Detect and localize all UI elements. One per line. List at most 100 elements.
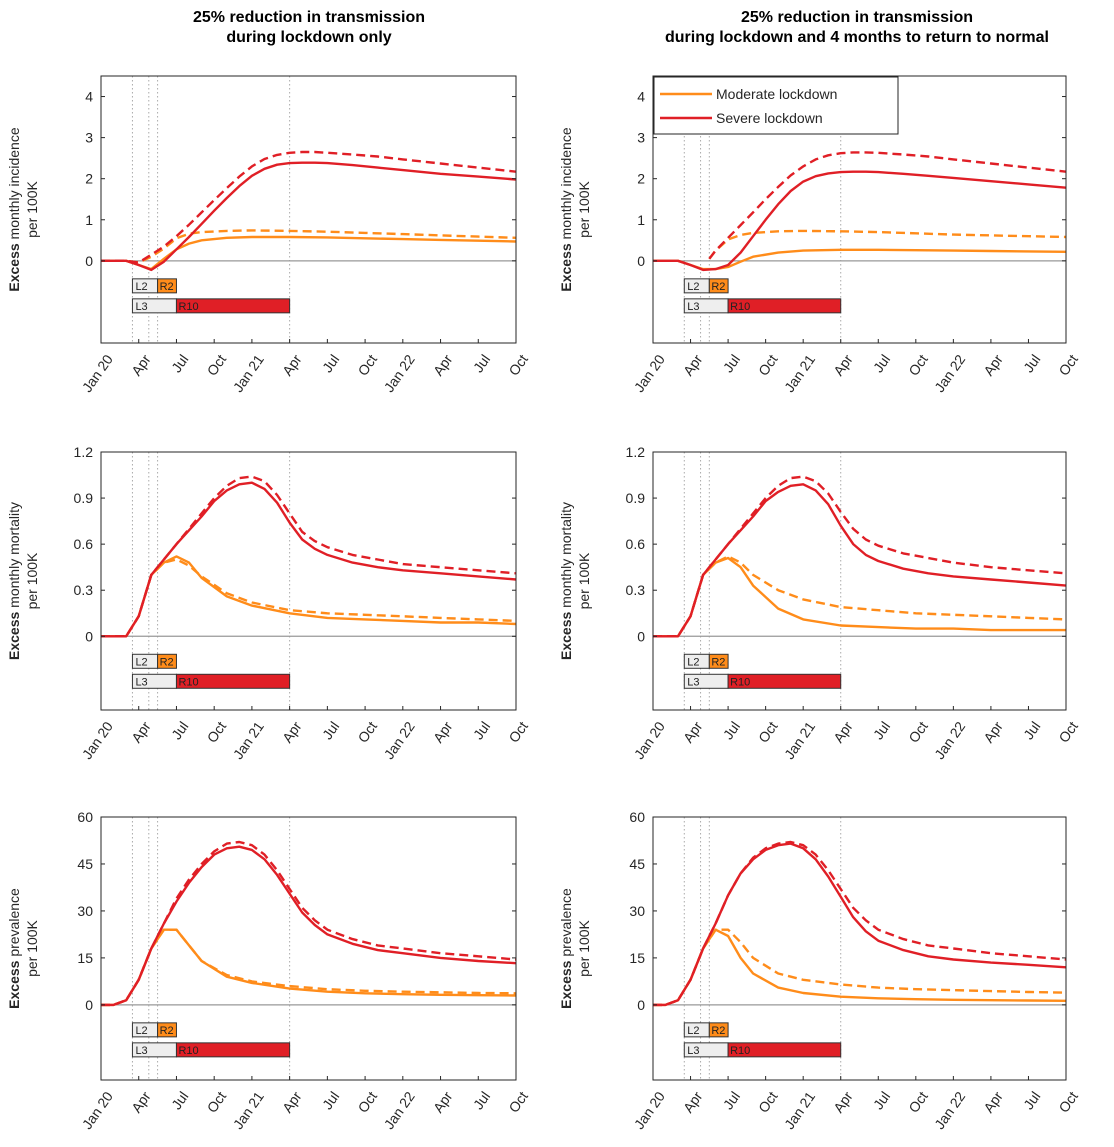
moderate-return-segment [708, 278, 729, 294]
x-tick-label: Apr [430, 718, 456, 745]
plot-area [101, 817, 516, 1080]
y-axis-label-rest: monthly mortality [6, 502, 22, 612]
moderate-lockdown-label: L2 [135, 281, 147, 293]
moderate-timeline-bar: L2 R2 [683, 278, 729, 294]
x-tick-label: Jan 22 [931, 1088, 968, 1132]
x-tick-label: Apr [980, 718, 1006, 745]
severe-solid-line [653, 842, 1066, 1007]
x-tick-label: Jul [1020, 1089, 1043, 1113]
severe-lockdown-label: L3 [135, 676, 147, 688]
x-tick-label: Jul [319, 1089, 342, 1113]
y-tick-label: 0.6 [74, 536, 94, 552]
moderate-dashed-line [708, 229, 1066, 260]
y-tick-label: 60 [77, 809, 93, 825]
axes-frame [100, 451, 517, 711]
x-tick-label: Oct [755, 1088, 781, 1115]
y-tick-label: 0 [85, 997, 93, 1013]
moderate-timeline-bar: L2 R2 [683, 653, 729, 669]
x-tick-label: Jul [319, 719, 342, 743]
legend-box [653, 76, 899, 135]
y-tick-label: 0 [85, 253, 93, 269]
severe-dashed-line [101, 840, 516, 1007]
severe-lockdown-label: L3 [687, 301, 699, 313]
x-tick-label: Apr [830, 351, 856, 378]
x-tick-label: Jul [1020, 352, 1043, 376]
moderate-lockdown-label: L2 [687, 1025, 699, 1037]
y-tick-label: 0.6 [626, 536, 646, 552]
x-tick-label: Jul [870, 719, 893, 743]
axes-frame [652, 816, 1067, 1081]
y-axis-label: Excess monthly incidence [558, 127, 574, 291]
x-tick-label: Jan 21 [230, 718, 267, 762]
x-tick-label: Apr [279, 1088, 305, 1115]
y-tick-label: 3 [85, 130, 93, 146]
x-tick-label: Oct [905, 351, 931, 378]
y-tick-label: 30 [77, 903, 93, 919]
legend: Moderate lockdown Severe lockdown [653, 76, 899, 135]
axes-frame [100, 816, 517, 1081]
severe-dashed-line [653, 840, 1066, 1007]
severe-solid-line [101, 161, 516, 272]
severe-return-segment [727, 673, 842, 689]
x-tick-label: Jan 22 [381, 351, 418, 395]
x-tick-label: Oct [204, 1088, 230, 1115]
x-tick-label: Jan 22 [381, 1088, 418, 1132]
moderate-lockdown-label: L2 [135, 1025, 147, 1037]
x-tick-label: Jan 20 [79, 1088, 116, 1132]
severe-lockdown-label: L3 [687, 676, 699, 688]
y-axis-label-line2: per 100K [576, 919, 592, 976]
x-tick-label: Jul [870, 352, 893, 376]
x-tick-label: Jan 21 [230, 1088, 267, 1132]
x-tick-label: Oct [505, 718, 531, 745]
severe-return-label: R10 [178, 676, 198, 688]
x-tick-label: Oct [505, 1088, 531, 1115]
legend-label-severe: Severe lockdown [716, 110, 823, 126]
moderate-return-label: R2 [711, 281, 725, 293]
severe-return-segment [727, 1042, 842, 1058]
y-tick-label: 1 [637, 212, 645, 228]
moderate-return-segment [157, 653, 177, 669]
x-tick-label: Apr [128, 351, 154, 378]
y-axis-label: Excess prevalence [6, 888, 22, 1009]
y-tick-label: 30 [629, 903, 645, 919]
axes-frame [652, 75, 1067, 344]
severe-return-segment [175, 673, 291, 689]
y-tick-label: 2 [637, 171, 645, 187]
y-tick-label: 2 [85, 171, 93, 187]
x-tick-label: Jul [470, 1089, 493, 1113]
column-title-left: 25% reduction in transmission during loc… [100, 8, 518, 48]
series-group [101, 840, 516, 1007]
y-tick-label: 60 [629, 809, 645, 825]
severe-return-label: R10 [730, 1045, 750, 1057]
x-tick-label: Apr [279, 718, 305, 745]
y-tick-label: 0 [637, 997, 645, 1013]
severe-return-segment [175, 298, 291, 314]
y-axis-label-bold: Excess [6, 243, 22, 291]
x-tick-label: Oct [204, 351, 230, 378]
severe-timeline-bar: L3 R10 [131, 298, 291, 314]
y-tick-label: 0 [637, 628, 645, 644]
y-tick-label: 0.9 [626, 490, 646, 506]
severe-timeline-bar: L3 R10 [683, 298, 842, 314]
x-tick-label: Oct [354, 1088, 380, 1115]
y-axis-label-rest: monthly mortality [558, 502, 574, 612]
y-axis-label-line2: per 100K [576, 552, 592, 609]
severe-dashed-line [708, 151, 1066, 260]
x-tick-label: Jan 21 [781, 351, 818, 395]
x-tick-label: Apr [680, 351, 706, 378]
y-tick-label: 0 [637, 253, 645, 269]
severe-return-segment [175, 1042, 291, 1058]
x-tick-label: Jan 21 [230, 351, 267, 395]
plot-area [653, 817, 1066, 1080]
y-tick-label: 3 [637, 130, 645, 146]
series-group [101, 475, 516, 638]
axes-frame [100, 75, 517, 344]
moderate-timeline-bar: L2 R2 [131, 278, 177, 294]
x-tick-label: Apr [980, 351, 1006, 378]
x-tick-label: Oct [354, 718, 380, 745]
severe-timeline-bar: L3 R10 [131, 673, 291, 689]
severe-return-label: R10 [730, 301, 750, 313]
y-axis-label-line2: per 100K [24, 552, 40, 609]
